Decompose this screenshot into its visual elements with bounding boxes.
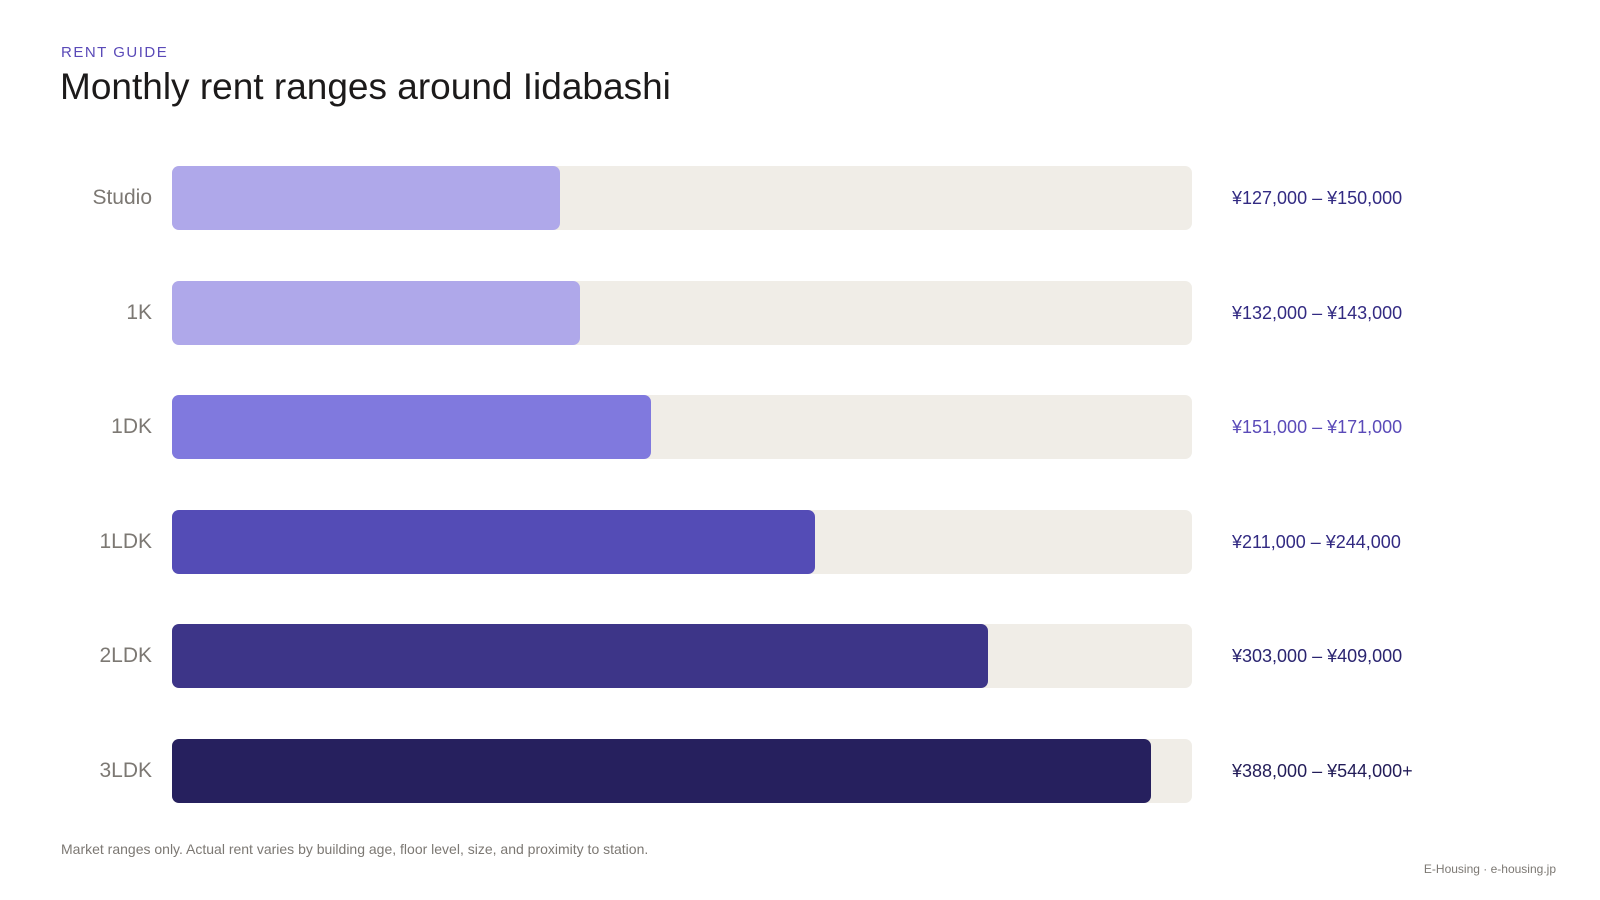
bar-range-label: ¥211,000 – ¥244,000: [1232, 531, 1401, 552]
bar-category-label: 1LDK: [99, 529, 152, 553]
bar-row: 1DK ¥151,000 – ¥171,000: [0, 395, 1600, 459]
bar-range-label: ¥303,000 – ¥409,000: [1232, 646, 1403, 666]
footnote: Market ranges only. Actual rent varies b…: [61, 841, 649, 857]
bar-range-label: ¥127,000 – ¥150,000: [1232, 188, 1403, 208]
bar-category-label: 3LDK: [99, 758, 152, 782]
bar-row: Studio ¥127,000 – ¥150,000: [0, 166, 1600, 230]
eyebrow-label: RENT GUIDE: [61, 44, 169, 61]
bar-track: [172, 395, 1192, 459]
bar-range-label: ¥388,000 – ¥544,000+: [1232, 760, 1413, 781]
bar-category-label: 1K: [126, 300, 152, 324]
bar-track: [172, 280, 1192, 345]
bar-row: 1K ¥132,000 – ¥143,000: [0, 280, 1600, 345]
bar-fill: [172, 166, 560, 230]
bar-category-label: 2LDK: [99, 644, 152, 667]
bar-fill: [172, 280, 580, 345]
bar-category-label: Studio: [92, 186, 152, 209]
bar-fill: [172, 509, 815, 574]
bar-row: 1LDK ¥211,000 – ¥244,000: [0, 509, 1600, 574]
bar-category-label: 1DK: [111, 415, 152, 438]
bar-fill: [172, 738, 1151, 803]
bar-track: [172, 509, 1192, 574]
credit: E-Housing · e-housing.jp: [1423, 862, 1556, 876]
bar-row: 3LDK ¥388,000 – ¥544,000+: [0, 738, 1600, 803]
bar-range-label: ¥151,000 – ¥171,000: [1232, 417, 1403, 437]
page-title: Monthly rent ranges around Iidabashi: [60, 66, 671, 107]
bar-track: [172, 624, 1192, 688]
bar-fill: [172, 624, 988, 688]
bar-row: 2LDK ¥303,000 – ¥409,000: [0, 624, 1600, 688]
bar-fill: [172, 395, 651, 459]
bar-range-label: ¥132,000 – ¥143,000: [1232, 302, 1403, 323]
bar-track: [172, 738, 1192, 803]
bar-track: [172, 166, 1192, 230]
